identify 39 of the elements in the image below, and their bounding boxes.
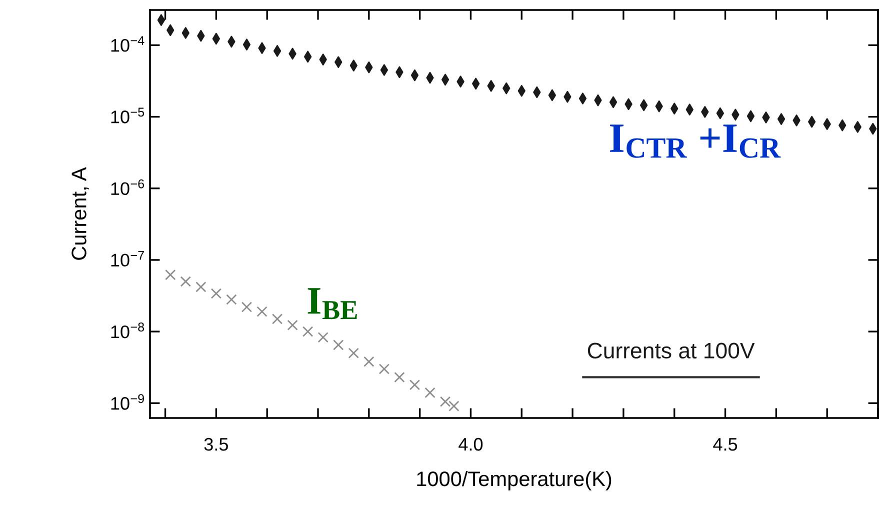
annotation: I$_{BE}$ (308, 288, 357, 320)
point (180, 276, 191, 287)
point (241, 302, 252, 312)
y-tick-label: 10$^{−8}$ (111, 322, 144, 338)
y-tick-label: 10$^{−4}$ (111, 36, 144, 52)
point (272, 314, 283, 324)
point (409, 380, 420, 390)
point (348, 348, 359, 358)
point (157, 14, 166, 26)
point (777, 113, 786, 125)
point (273, 45, 282, 57)
point (394, 372, 405, 383)
y-axis-title: Current, A (72, 167, 89, 260)
point (318, 332, 328, 343)
point (424, 387, 436, 398)
x-tick-label: 4.0 (458, 438, 483, 451)
point (302, 326, 314, 337)
point (333, 340, 344, 350)
x-axis-title: 1000/Temperature(K) (417, 470, 612, 490)
point (287, 320, 298, 330)
y-tick-label: 10$^{−6}$ (111, 179, 144, 196)
x-tick-label: 4.5 (713, 438, 738, 451)
point (226, 294, 237, 305)
point (378, 364, 390, 374)
point (196, 282, 206, 292)
x-tick-label: 3.5 (204, 438, 228, 451)
point (578, 92, 587, 104)
y-tick-label: 10$^{−7}$ (111, 250, 144, 267)
y-tick-label: 10$^{−9}$ (111, 394, 144, 410)
point (256, 306, 268, 317)
point (242, 38, 251, 50)
point (448, 400, 460, 412)
annotation: Currents at 100V (588, 342, 755, 359)
point (364, 356, 374, 367)
point (210, 288, 222, 299)
point (165, 269, 176, 280)
y-tick-label: 10$^{−5}$ (111, 108, 144, 124)
annotation: I$_{CTR}$ +I$_{CR}$ (610, 124, 781, 158)
point (440, 396, 451, 407)
